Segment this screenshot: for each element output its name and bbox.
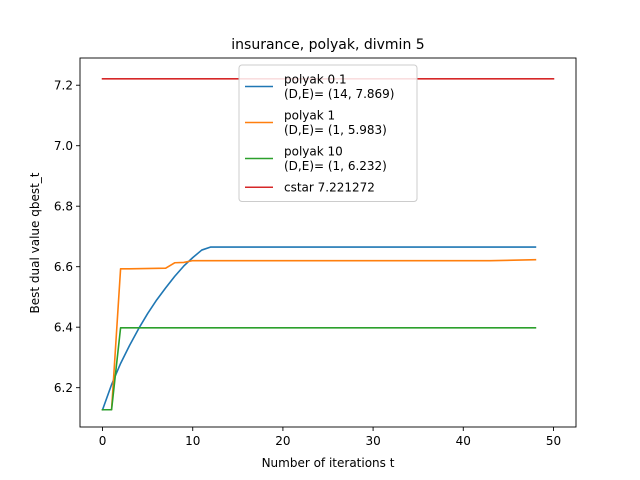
- legend-label: polyak 10: [284, 145, 343, 159]
- y-tick-label: 6.8: [54, 200, 73, 214]
- y-axis-label: Best dual value qbest_t: [28, 172, 42, 313]
- legend-label: polyak 0.1: [284, 73, 347, 87]
- x-axis-label: Number of iterations t: [262, 456, 395, 470]
- legend: polyak 0.1(D,E)= (14, 7.869)polyak 1(D,E…: [238, 64, 418, 202]
- y-tick-label: 6.6: [54, 260, 73, 274]
- legend-label: (D,E)= (1, 5.983): [284, 123, 387, 137]
- x-tick-label: 10: [185, 434, 200, 448]
- legend-label: (D,E)= (14, 7.869): [284, 87, 394, 101]
- legend-label: polyak 1: [284, 109, 335, 123]
- y-tick-label: 6.2: [54, 381, 73, 395]
- x-tick-label: 50: [546, 434, 561, 448]
- x-tick-label: 20: [275, 434, 290, 448]
- x-axis-ticks: 0 10 20 30 40 50: [99, 427, 561, 448]
- series-line-0: [101, 246, 537, 411]
- legend-label: (D,E)= (1, 6.232): [284, 159, 387, 173]
- plot-frame: [79, 57, 577, 428]
- y-tick-label: 7.2: [54, 79, 73, 93]
- legend-label: cstar 7.221272: [284, 181, 375, 195]
- x-tick-label: 0: [99, 434, 107, 448]
- x-tick-label: 30: [365, 434, 380, 448]
- y-tick-label: 6.4: [54, 321, 73, 335]
- y-tick-label: 7.0: [54, 139, 73, 153]
- legend-box: [238, 64, 418, 202]
- series-line-2: [101, 326, 537, 411]
- series-line-1: [101, 258, 537, 411]
- y-axis-ticks: 6.2 6.4 6.6 6.8 7.0 7.2: [54, 79, 80, 395]
- chart-title: insurance, polyak, divmin 5: [231, 37, 424, 53]
- x-tick-label: 40: [456, 434, 471, 448]
